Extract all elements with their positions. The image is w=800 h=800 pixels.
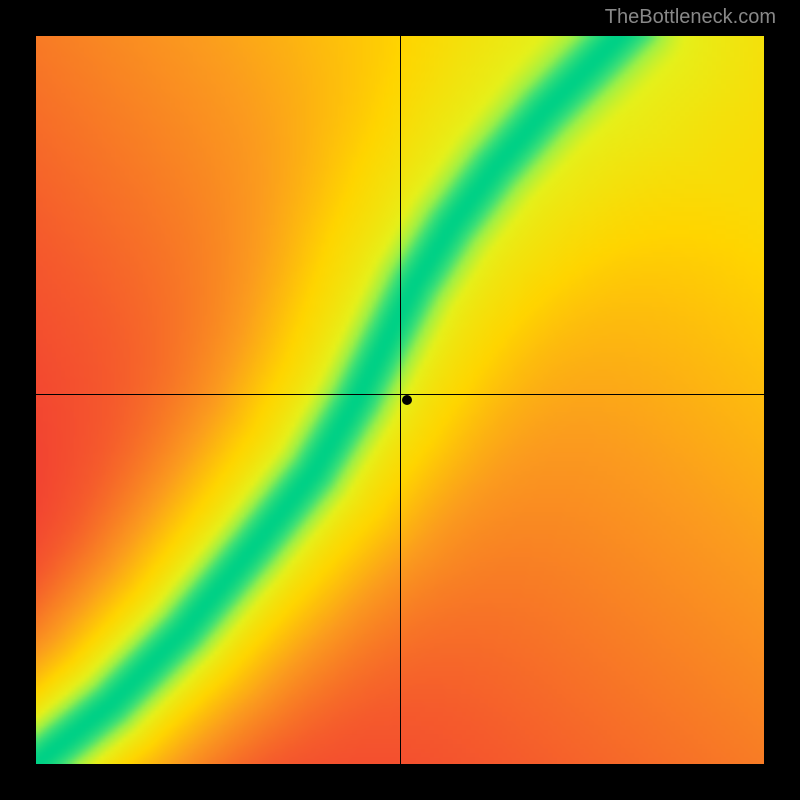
marker-dot bbox=[402, 395, 412, 405]
attribution-text: TheBottleneck.com bbox=[605, 6, 776, 29]
crosshair-vertical bbox=[400, 36, 401, 764]
heatmap-plot bbox=[36, 36, 764, 764]
